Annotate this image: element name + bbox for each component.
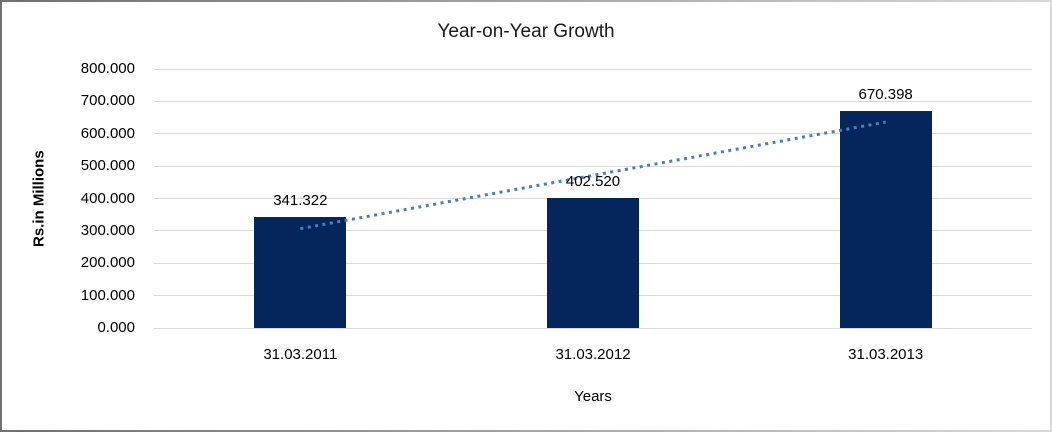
- gridline: [154, 100, 1032, 102]
- y-tick-label: 0.000: [97, 319, 135, 336]
- y-axis-ticks: 0.000 100.000 200.000 300.000 400.000 500.000…: [2, 60, 135, 336]
- bar: [547, 197, 639, 328]
- y-tick-label: 800.000: [80, 60, 135, 77]
- gridline: [154, 68, 1032, 70]
- y-tick-label: 600.000: [80, 124, 135, 142]
- x-axis-title: Years: [574, 388, 612, 405]
- y-tick-label: 500.000: [80, 157, 135, 175]
- y-tick-label: 100.000: [80, 286, 135, 304]
- trendline: [300, 120, 886, 231]
- x-tick-label: 31.03.2011: [263, 346, 338, 363]
- bar: [839, 110, 932, 328]
- x-tick-label: 31.03.2013: [848, 346, 924, 363]
- y-tick-label: 700.000: [80, 92, 135, 110]
- x-axis-ticks: 31.03.2011 31.03.2012 31.03.2013: [154, 345, 1032, 364]
- bar-value-label: 402.520: [565, 172, 621, 190]
- bar-value-label: 670.398: [858, 85, 913, 103]
- plot-area: 341.322 402.520 670.398: [154, 68, 1032, 329]
- gridline: [154, 165, 1032, 167]
- y-tick-label: 400.000: [80, 189, 135, 207]
- gridline: [154, 133, 1032, 135]
- bar: [254, 217, 347, 328]
- gridline: [154, 327, 1032, 329]
- chart-title: Year-on-Year Growth: [437, 21, 615, 42]
- y-tick-label: 300.000: [80, 221, 135, 239]
- x-tick-label: 31.03.2012: [555, 346, 631, 363]
- bar-value-label: 341.322: [273, 192, 328, 210]
- y-tick-label: 200.000: [80, 254, 135, 272]
